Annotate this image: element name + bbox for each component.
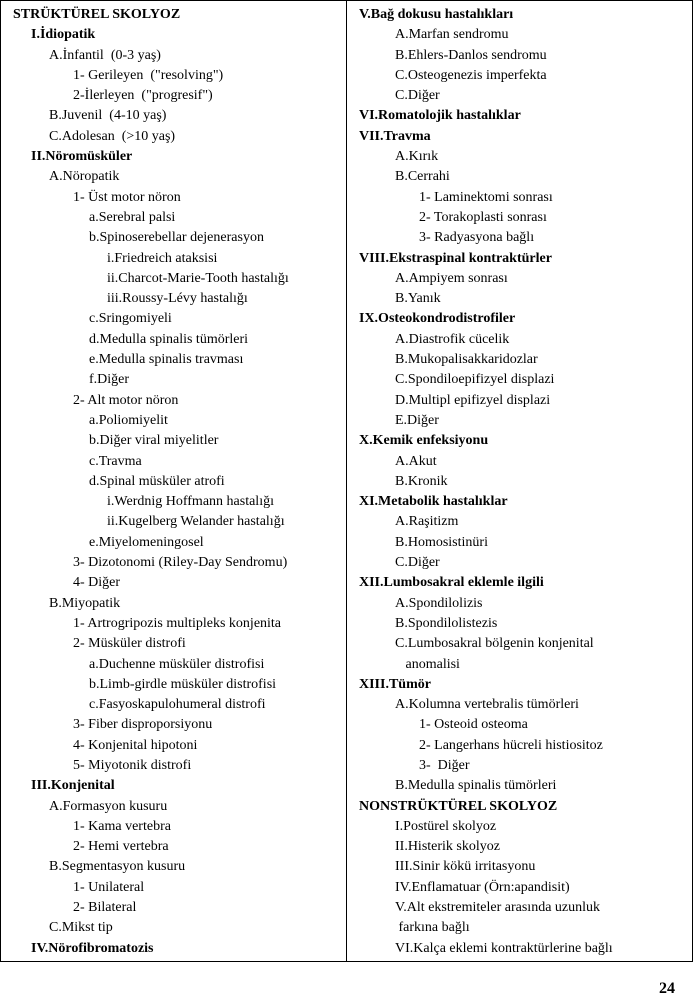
outline-line: STRÜKTÜREL SKOLYOZ: [7, 5, 340, 25]
outline-line: c.Fasyoskapulohumeral distrofi: [7, 695, 340, 715]
outline-line: IV.Enflamatuar (Örn:apandisit): [353, 878, 686, 898]
outline-line: A.Akut: [353, 452, 686, 472]
outline-line: e.Miyelomeningosel: [7, 533, 340, 553]
outline-line: B.Juvenil (4-10 yaş): [7, 106, 340, 126]
outline-line: a.Poliomiyelit: [7, 411, 340, 431]
outline-line: VI.Kalça eklemi kontraktürlerine bağlı: [353, 939, 686, 959]
document-page: STRÜKTÜREL SKOLYOZI.İdiopatikA.İnfantil …: [0, 0, 693, 1004]
outline-line: VI.Romatolojik hastalıklar: [353, 106, 686, 126]
outline-line: NONSTRÜKTÜREL SKOLYOZ: [353, 797, 686, 817]
outline-line: i.Werdnig Hoffmann hastalığı: [7, 492, 340, 512]
outline-table: STRÜKTÜREL SKOLYOZI.İdiopatikA.İnfantil …: [0, 0, 693, 962]
outline-line: 1- Gerileyen ("resolving"): [7, 66, 340, 86]
outline-line: f.Diğer: [7, 370, 340, 390]
outline-line: B.Yanık: [353, 289, 686, 309]
outline-line: 1- Unilateral: [7, 878, 340, 898]
outline-line: 2- Alt motor nöron: [7, 391, 340, 411]
outline-line: b.Spinoserebellar dejenerasyon: [7, 228, 340, 248]
outline-line: B.Segmentasyon kusuru: [7, 857, 340, 877]
outline-line: 3- Radyasyona bağlı: [353, 228, 686, 248]
outline-line: IX.Osteokondrodistrofiler: [353, 309, 686, 329]
outline-line: IV.Nörofibromatozis: [7, 939, 340, 959]
outline-line: D.Multipl epifizyel displazi: [353, 391, 686, 411]
outline-line: 2- Bilateral: [7, 898, 340, 918]
outline-line: XIII.Tümör: [353, 675, 686, 695]
outline-line: 1- Üst motor nöron: [7, 188, 340, 208]
outline-line: A.Spondilolizis: [353, 594, 686, 614]
outline-line: C.Lumbosakral bölgenin konjenital: [353, 634, 686, 654]
outline-line: 1- Laminektomi sonrası: [353, 188, 686, 208]
outline-line: III.Konjenital: [7, 776, 340, 796]
outline-line: B.Ehlers-Danlos sendromu: [353, 46, 686, 66]
outline-line: a.Duchenne müsküler distrofisi: [7, 655, 340, 675]
outline-line: 3- Dizotonomi (Riley-Day Sendromu): [7, 553, 340, 573]
outline-line: e.Medulla spinalis travması: [7, 350, 340, 370]
left-column: STRÜKTÜREL SKOLYOZI.İdiopatikA.İnfantil …: [1, 1, 347, 962]
outline-line: A.Nöropatik: [7, 167, 340, 187]
outline-line: X.Kemik enfeksiyonu: [353, 431, 686, 451]
outline-line: B.Miyopatik: [7, 594, 340, 614]
outline-line: ii.Kugelberg Welander hastalığı: [7, 512, 340, 532]
outline-line: i.Friedreich ataksisi: [7, 249, 340, 269]
outline-line: A.Kolumna vertebralis tümörleri: [353, 695, 686, 715]
outline-line: anomalisi: [353, 655, 686, 675]
outline-line: A.Marfan sendromu: [353, 25, 686, 45]
outline-line: C.Spondiloepifizyel displazi: [353, 370, 686, 390]
outline-line: C.Mikst tip: [7, 918, 340, 938]
outline-line: I.Postürel skolyoz: [353, 817, 686, 837]
outline-line: B.Cerrahi: [353, 167, 686, 187]
outline-line: 3- Fiber disproporsiyonu: [7, 715, 340, 735]
right-column: V.Bağ dokusu hastalıklarıA.Marfan sendro…: [347, 1, 693, 962]
outline-line: XII.Lumbosakral eklemle ilgili: [353, 573, 686, 593]
outline-line: farkına bağlı: [353, 918, 686, 938]
outline-line: 2- Langerhans hücreli histiositoz: [353, 736, 686, 756]
outline-line: 1- Artrogripozis multipleks konjenita: [7, 614, 340, 634]
outline-line: B.Homosistinüri: [353, 533, 686, 553]
outline-line: A.Diastrofik cücelik: [353, 330, 686, 350]
outline-line: 2- Hemi vertebra: [7, 837, 340, 857]
outline-line: 2- Müsküler distrofi: [7, 634, 340, 654]
outline-line: 3- Diğer: [353, 756, 686, 776]
outline-line: V.Alt ekstremiteler arasında uzunluk: [353, 898, 686, 918]
outline-line: 4- Diğer: [7, 573, 340, 593]
outline-line: 1- Osteoid osteoma: [353, 715, 686, 735]
outline-line: c.Sringomiyeli: [7, 309, 340, 329]
outline-line: A.Raşitizm: [353, 512, 686, 532]
outline-line: A.İnfantil (0-3 yaş): [7, 46, 340, 66]
outline-line: B.Kronik: [353, 472, 686, 492]
outline-line: 4- Konjenital hipotoni: [7, 736, 340, 756]
outline-line: iii.Roussy-Lévy hastalığı: [7, 289, 340, 309]
outline-line: C.Diğer: [353, 553, 686, 573]
outline-line: II.Nöromüsküler: [7, 147, 340, 167]
outline-line: b.Diğer viral miyelitler: [7, 431, 340, 451]
outline-line: E.Diğer: [353, 411, 686, 431]
outline-line: 1- Kama vertebra: [7, 817, 340, 837]
outline-line: B.Mukopalisakkaridozlar: [353, 350, 686, 370]
outline-line: d.Spinal müsküler atrofi: [7, 472, 340, 492]
outline-line: A.Ampiyem sonrası: [353, 269, 686, 289]
outline-line: C.Adolesan (>10 yaş): [7, 127, 340, 147]
outline-line: B.Medulla spinalis tümörleri: [353, 776, 686, 796]
outline-line: B.Spondilolistezis: [353, 614, 686, 634]
outline-line: 2-İlerleyen ("progresif"): [7, 86, 340, 106]
outline-line: C.Osteogenezis imperfekta: [353, 66, 686, 86]
outline-line: c.Travma: [7, 452, 340, 472]
outline-line: A.Kırık: [353, 147, 686, 167]
outline-line: VII.Travma: [353, 127, 686, 147]
outline-line: 5- Miyotonik distrofi: [7, 756, 340, 776]
outline-line: XI.Metabolik hastalıklar: [353, 492, 686, 512]
page-number: 24: [659, 977, 675, 1000]
outline-line: V.Bağ dokusu hastalıkları: [353, 5, 686, 25]
outline-line: III.Sinir kökü irritasyonu: [353, 857, 686, 877]
outline-line: ii.Charcot-Marie-Tooth hastalığı: [7, 269, 340, 289]
outline-line: b.Limb-girdle müsküler distrofisi: [7, 675, 340, 695]
outline-line: 2- Torakoplasti sonrası: [353, 208, 686, 228]
outline-line: C.Diğer: [353, 86, 686, 106]
outline-line: II.Histerik skolyoz: [353, 837, 686, 857]
outline-line: a.Serebral palsi: [7, 208, 340, 228]
outline-line: d.Medulla spinalis tümörleri: [7, 330, 340, 350]
outline-line: A.Formasyon kusuru: [7, 797, 340, 817]
outline-line: VIII.Ekstraspinal kontraktürler: [353, 249, 686, 269]
outline-line: I.İdiopatik: [7, 25, 340, 45]
